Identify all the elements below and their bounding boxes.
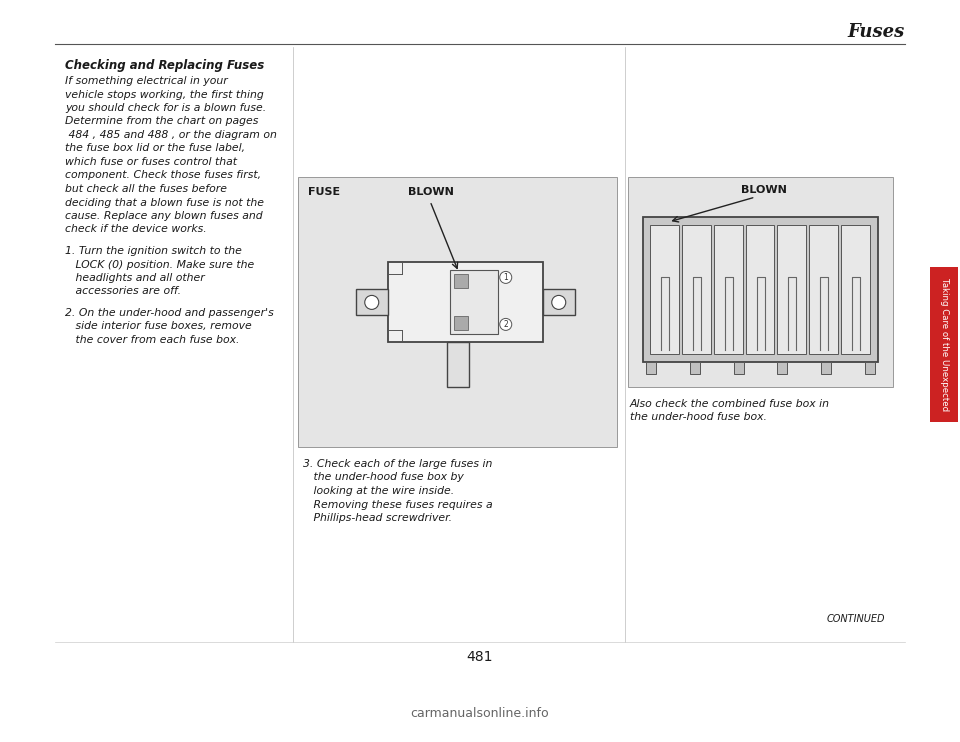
Text: Removing these fuses requires a: Removing these fuses requires a: [303, 499, 492, 510]
Text: 1: 1: [503, 273, 508, 282]
Text: the under-hood fuse box by: the under-hood fuse box by: [303, 473, 464, 482]
Bar: [454, 275, 468, 289]
Bar: [388, 263, 542, 342]
Text: the fuse box lid or the fuse label,: the fuse box lid or the fuse label,: [65, 143, 245, 154]
Bar: [446, 342, 468, 387]
Text: LOCK (0) position. Make sure the: LOCK (0) position. Make sure the: [65, 260, 254, 269]
Text: side interior fuse boxes, remove: side interior fuse boxes, remove: [65, 321, 252, 332]
Bar: [650, 225, 679, 354]
Bar: [778, 225, 806, 354]
Bar: [542, 289, 575, 315]
Text: BLOWN: BLOWN: [740, 185, 786, 195]
Text: which fuse or fuses control that: which fuse or fuses control that: [65, 157, 237, 167]
Text: carmanualsonline.info: carmanualsonline.info: [411, 707, 549, 720]
Text: 481: 481: [467, 650, 493, 664]
Bar: [778, 362, 787, 374]
Text: 484 , 485 and 488 , or the diagram on: 484 , 485 and 488 , or the diagram on: [65, 130, 276, 140]
Text: CONTINUED: CONTINUED: [827, 614, 885, 624]
Text: If something electrical in your: If something electrical in your: [65, 76, 228, 86]
Bar: [682, 225, 710, 354]
Text: Also check the combined fuse box in: Also check the combined fuse box in: [630, 399, 830, 409]
Circle shape: [552, 295, 565, 309]
Bar: [930, 267, 958, 422]
Bar: [646, 362, 656, 374]
Text: but check all the fuses before: but check all the fuses before: [65, 184, 227, 194]
Circle shape: [500, 318, 512, 330]
Bar: [809, 225, 838, 354]
Bar: [821, 362, 831, 374]
Bar: [449, 270, 497, 335]
Text: BLOWN: BLOWN: [408, 187, 454, 197]
Bar: [865, 362, 875, 374]
Text: cause. Replace any blown fuses and: cause. Replace any blown fuses and: [65, 211, 263, 221]
Text: the under-hood fuse box.: the under-hood fuse box.: [630, 413, 767, 422]
Bar: [746, 225, 775, 354]
Circle shape: [365, 295, 379, 309]
Text: Phillips-head screwdriver.: Phillips-head screwdriver.: [303, 513, 452, 523]
Text: looking at the wire inside.: looking at the wire inside.: [303, 486, 454, 496]
Text: 2: 2: [503, 320, 508, 329]
Bar: [298, 177, 617, 447]
Text: Determine from the chart on pages: Determine from the chart on pages: [65, 116, 258, 126]
Bar: [733, 362, 744, 374]
Text: Checking and Replacing Fuses: Checking and Replacing Fuses: [65, 59, 264, 72]
Text: headlights and all other: headlights and all other: [65, 273, 204, 283]
Text: deciding that a blown fuse is not the: deciding that a blown fuse is not the: [65, 197, 264, 208]
Text: 1. Turn the ignition switch to the: 1. Turn the ignition switch to the: [65, 246, 242, 256]
Bar: [643, 217, 878, 362]
Bar: [841, 225, 870, 354]
Bar: [628, 177, 893, 387]
Text: vehicle stops working, the first thing: vehicle stops working, the first thing: [65, 90, 264, 99]
Text: check if the device works.: check if the device works.: [65, 225, 206, 234]
Text: accessories are off.: accessories are off.: [65, 286, 181, 297]
Text: Taking Care of the Unexpected: Taking Care of the Unexpected: [940, 278, 948, 411]
Bar: [454, 316, 468, 330]
Circle shape: [500, 272, 512, 283]
Bar: [713, 225, 743, 354]
Bar: [356, 289, 388, 315]
Text: 2. On the under-hood and passenger's: 2. On the under-hood and passenger's: [65, 308, 274, 318]
Text: Fuses: Fuses: [848, 23, 905, 41]
Bar: [690, 362, 700, 374]
Text: 3. Check each of the large fuses in: 3. Check each of the large fuses in: [303, 459, 492, 469]
Text: component. Check those fuses first,: component. Check those fuses first,: [65, 171, 261, 180]
Text: the cover from each fuse box.: the cover from each fuse box.: [65, 335, 239, 345]
Text: you should check for is a blown fuse.: you should check for is a blown fuse.: [65, 103, 266, 113]
Text: FUSE: FUSE: [308, 187, 340, 197]
